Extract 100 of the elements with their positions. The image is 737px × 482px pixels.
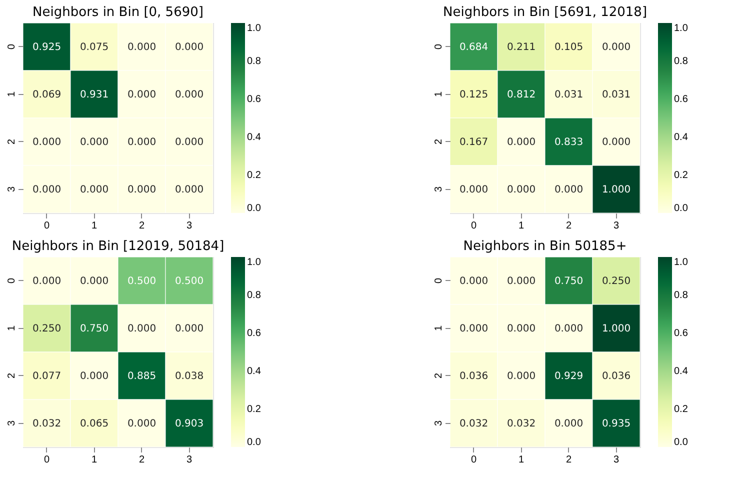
color-bar-label: 0.0 — [247, 203, 262, 214]
data-label: 0.750 — [80, 323, 109, 334]
data-label: 0.000 — [32, 136, 62, 148]
color-bar-label: 0.2 — [247, 170, 262, 181]
data-label: 0.250 — [602, 276, 631, 287]
data-label: 1.000 — [602, 323, 631, 334]
color-bar-label: 0.6 — [674, 94, 688, 105]
data-label: 0.065 — [80, 418, 109, 430]
x-tick-label: 3 — [613, 454, 620, 466]
data-label: 0.125 — [459, 89, 488, 100]
data-label: 0.000 — [602, 42, 631, 53]
x-tick-label: 0 — [44, 454, 50, 466]
data-label: 0.000 — [174, 136, 204, 148]
data-label: 0.105 — [554, 42, 584, 53]
y-tick-label: 3 — [434, 420, 444, 426]
color-bar-label: 1.0 — [674, 23, 688, 34]
data-label: 0.903 — [174, 418, 204, 430]
data-label: 0.211 — [506, 42, 536, 53]
x-tick-label: 1 — [518, 454, 524, 466]
x-tick-label: 2 — [566, 220, 572, 232]
data-label: 0.069 — [32, 89, 62, 100]
y-tick-label: 2 — [434, 138, 444, 145]
y-tick-label: 2 — [6, 372, 18, 379]
data-label: 0.000 — [554, 418, 584, 430]
data-label: 0.000 — [32, 184, 62, 196]
data-label: 0.000 — [459, 276, 488, 287]
data-label: 0.000 — [459, 323, 488, 334]
data-label: 0.000 — [127, 323, 156, 334]
data-label: 0.000 — [80, 370, 109, 382]
color-bar-label: 0.2 — [674, 404, 688, 415]
color-bar-label: 0.0 — [247, 437, 262, 448]
y-tick-label: 3 — [6, 186, 18, 192]
chart-title: Neighbors in Bin [12019, 50184] — [12, 238, 224, 254]
data-label: 0.038 — [174, 370, 204, 382]
x-tick-label: 1 — [518, 220, 524, 232]
data-label: 1.000 — [602, 184, 631, 196]
data-label: 0.000 — [80, 276, 109, 287]
color-bar-label: 0.2 — [674, 170, 688, 181]
data-label: 0.000 — [127, 418, 156, 430]
data-label: 0.929 — [554, 370, 584, 382]
color-bar-label: 0.4 — [674, 366, 688, 377]
color-bar-label: 1.0 — [247, 257, 262, 268]
data-label: 0.000 — [459, 184, 488, 196]
data-label: 0.000 — [506, 370, 536, 382]
color-bar-label: 0.8 — [674, 290, 688, 301]
color-bar-label: 0.6 — [247, 94, 262, 105]
data-label: 0.000 — [506, 184, 536, 196]
data-label: 0.000 — [506, 323, 536, 334]
data-label: 0.000 — [127, 136, 156, 148]
y-tick-label: 0 — [6, 44, 18, 50]
data-label: 0.812 — [506, 89, 536, 100]
chart-title: Neighbors in Bin [0, 5690] — [32, 4, 204, 20]
color-bar-label: 0.6 — [247, 328, 262, 339]
color-bar-label: 0.6 — [674, 328, 688, 339]
data-label: 0.750 — [554, 276, 584, 287]
x-tick-label: 0 — [470, 454, 477, 466]
x-tick-label: 2 — [566, 454, 572, 466]
data-label: 0.000 — [506, 276, 536, 287]
y-tick-label: 2 — [6, 138, 18, 145]
data-label: 0.000 — [127, 42, 156, 53]
data-label: 0.935 — [602, 418, 631, 430]
color-bar-label: 0.2 — [247, 404, 262, 415]
data-label: 0.000 — [506, 136, 536, 148]
x-tick-label: 0 — [44, 220, 50, 232]
data-label: 0.000 — [80, 184, 109, 196]
data-label: 0.000 — [174, 89, 204, 100]
y-tick-label: 3 — [434, 186, 444, 192]
data-label: 0.036 — [459, 370, 488, 382]
data-label: 0.000 — [174, 42, 204, 53]
y-tick-label: 0 — [434, 278, 444, 284]
data-label: 0.032 — [459, 418, 488, 430]
color-bar-label: 0.0 — [674, 437, 688, 448]
color-bar-label: 0.0 — [674, 203, 688, 214]
y-tick-label: 1 — [6, 325, 18, 332]
data-label: 0.500 — [127, 276, 156, 287]
color-bar-label: 0.8 — [247, 290, 262, 301]
data-label: 0.000 — [32, 276, 62, 287]
y-tick-label: 0 — [6, 278, 18, 284]
y-tick-label: 3 — [6, 420, 18, 426]
color-bar-label: 0.4 — [247, 132, 262, 143]
color-bar-label: 0.8 — [247, 56, 262, 67]
data-label: 0.032 — [32, 418, 62, 430]
data-label: 0.077 — [32, 370, 62, 382]
data-label: 0.032 — [506, 418, 536, 430]
y-tick-label: 0 — [434, 44, 444, 50]
x-tick-label: 3 — [613, 220, 620, 232]
data-label: 0.031 — [602, 89, 631, 100]
color-bar-label: 1.0 — [247, 23, 262, 34]
data-label: 0.000 — [127, 184, 156, 196]
data-label: 0.036 — [602, 370, 631, 382]
x-tick-label: 3 — [186, 454, 192, 466]
data-label: 0.031 — [554, 89, 584, 100]
data-label: 0.075 — [80, 42, 109, 53]
data-label: 0.684 — [459, 42, 488, 53]
x-tick-label: 1 — [91, 220, 98, 232]
data-label: 0.000 — [554, 323, 584, 334]
data-label: 0.000 — [554, 184, 584, 196]
y-tick-label: 1 — [434, 325, 444, 332]
data-label: 0.000 — [174, 184, 204, 196]
data-label: 0.931 — [80, 89, 109, 100]
